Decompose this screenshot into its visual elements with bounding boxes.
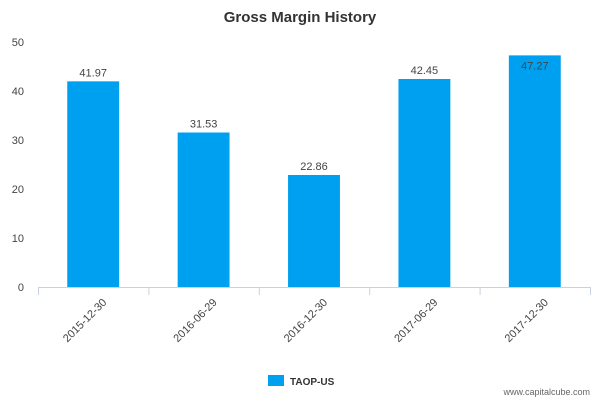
y-axis: 0 10 20 30 40 50 <box>12 37 24 294</box>
x-axis: 2015-12-30 2016-06-29 2016-12-30 2017-06-29… <box>38 287 591 345</box>
y-tick-label: 40 <box>12 86 24 98</box>
bar-2016-12-30[interactable] <box>288 174 340 287</box>
y-tick-label: 0 <box>18 282 24 294</box>
chart-title: Gross Margin History <box>224 9 377 26</box>
y-tick-label: 30 <box>12 135 24 147</box>
bar-2015-12-30[interactable] <box>67 81 120 287</box>
x-tick-label-2017-12-30: 2017-12-30 <box>503 297 551 345</box>
bar-2017-06-29[interactable] <box>398 78 451 288</box>
data-labels: 41.97 31.53 22.86 42.45 47.27 <box>79 60 548 173</box>
bars <box>67 55 561 288</box>
y-tick-label: 20 <box>12 184 24 196</box>
data-label-2016-12-30: 22.86 <box>300 161 328 173</box>
x-tick-label-2016-12-30: 2016-12-30 <box>282 297 330 345</box>
data-label-2016-06-29: 31.53 <box>190 119 218 131</box>
watermark-text: www.capitalcube.com <box>502 387 590 397</box>
bar-2016-06-29[interactable] <box>177 132 230 287</box>
x-tick-label-2017-06-29: 2017-06-29 <box>392 297 440 345</box>
legend[interactable]: TAOP-US <box>268 375 335 388</box>
x-tick-label-2016-06-29: 2016-06-29 <box>171 297 219 345</box>
x-tick-label-2015-12-30: 2015-12-30 <box>61 297 109 345</box>
y-tick-label: 50 <box>12 37 24 49</box>
legend-swatch-taop-us <box>268 375 284 386</box>
legend-label-taop-us: TAOP-US <box>290 377 335 388</box>
y-tick-label: 10 <box>12 233 24 245</box>
bar-2017-12-30[interactable] <box>508 55 561 287</box>
data-label-2015-12-30: 41.97 <box>79 67 107 79</box>
data-label-2017-06-29: 42.45 <box>411 65 439 77</box>
data-label-2017-12-30: 47.27 <box>521 60 549 72</box>
